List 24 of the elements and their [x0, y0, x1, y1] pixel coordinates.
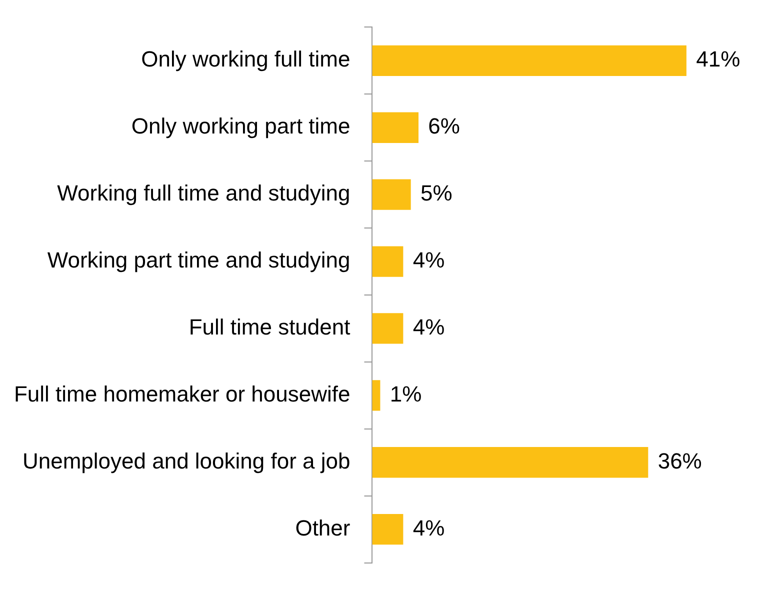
data-label: 6%	[428, 114, 460, 139]
data-label: 36%	[658, 448, 702, 474]
bar	[372, 112, 419, 143]
y-tick-label: Working full time and studying	[57, 180, 350, 206]
y-tick-label: Unemployed and looking for a job	[22, 448, 350, 474]
data-label: 4%	[412, 515, 445, 540]
y-tick-label: Other	[295, 515, 350, 540]
y-tick-label: Only working full time	[141, 46, 350, 72]
data-label: 5%	[420, 180, 452, 206]
bar	[372, 246, 404, 277]
y-tick-label: Working part time and studying	[47, 248, 350, 273]
y-tick-label: Full time student	[188, 314, 350, 340]
bar	[372, 313, 404, 344]
bar	[372, 447, 648, 478]
data-label: 4%	[412, 248, 445, 273]
bar	[372, 179, 411, 210]
y-tick-label: Full time homemaker or housewife	[14, 381, 350, 406]
data-label: 1%	[390, 381, 422, 406]
bar	[372, 380, 380, 411]
data-label: 41%	[696, 46, 740, 72]
y-tick-label: Only working part time	[131, 114, 350, 139]
bar	[372, 514, 404, 545]
data-label: 4%	[412, 314, 445, 340]
bar	[372, 45, 686, 76]
